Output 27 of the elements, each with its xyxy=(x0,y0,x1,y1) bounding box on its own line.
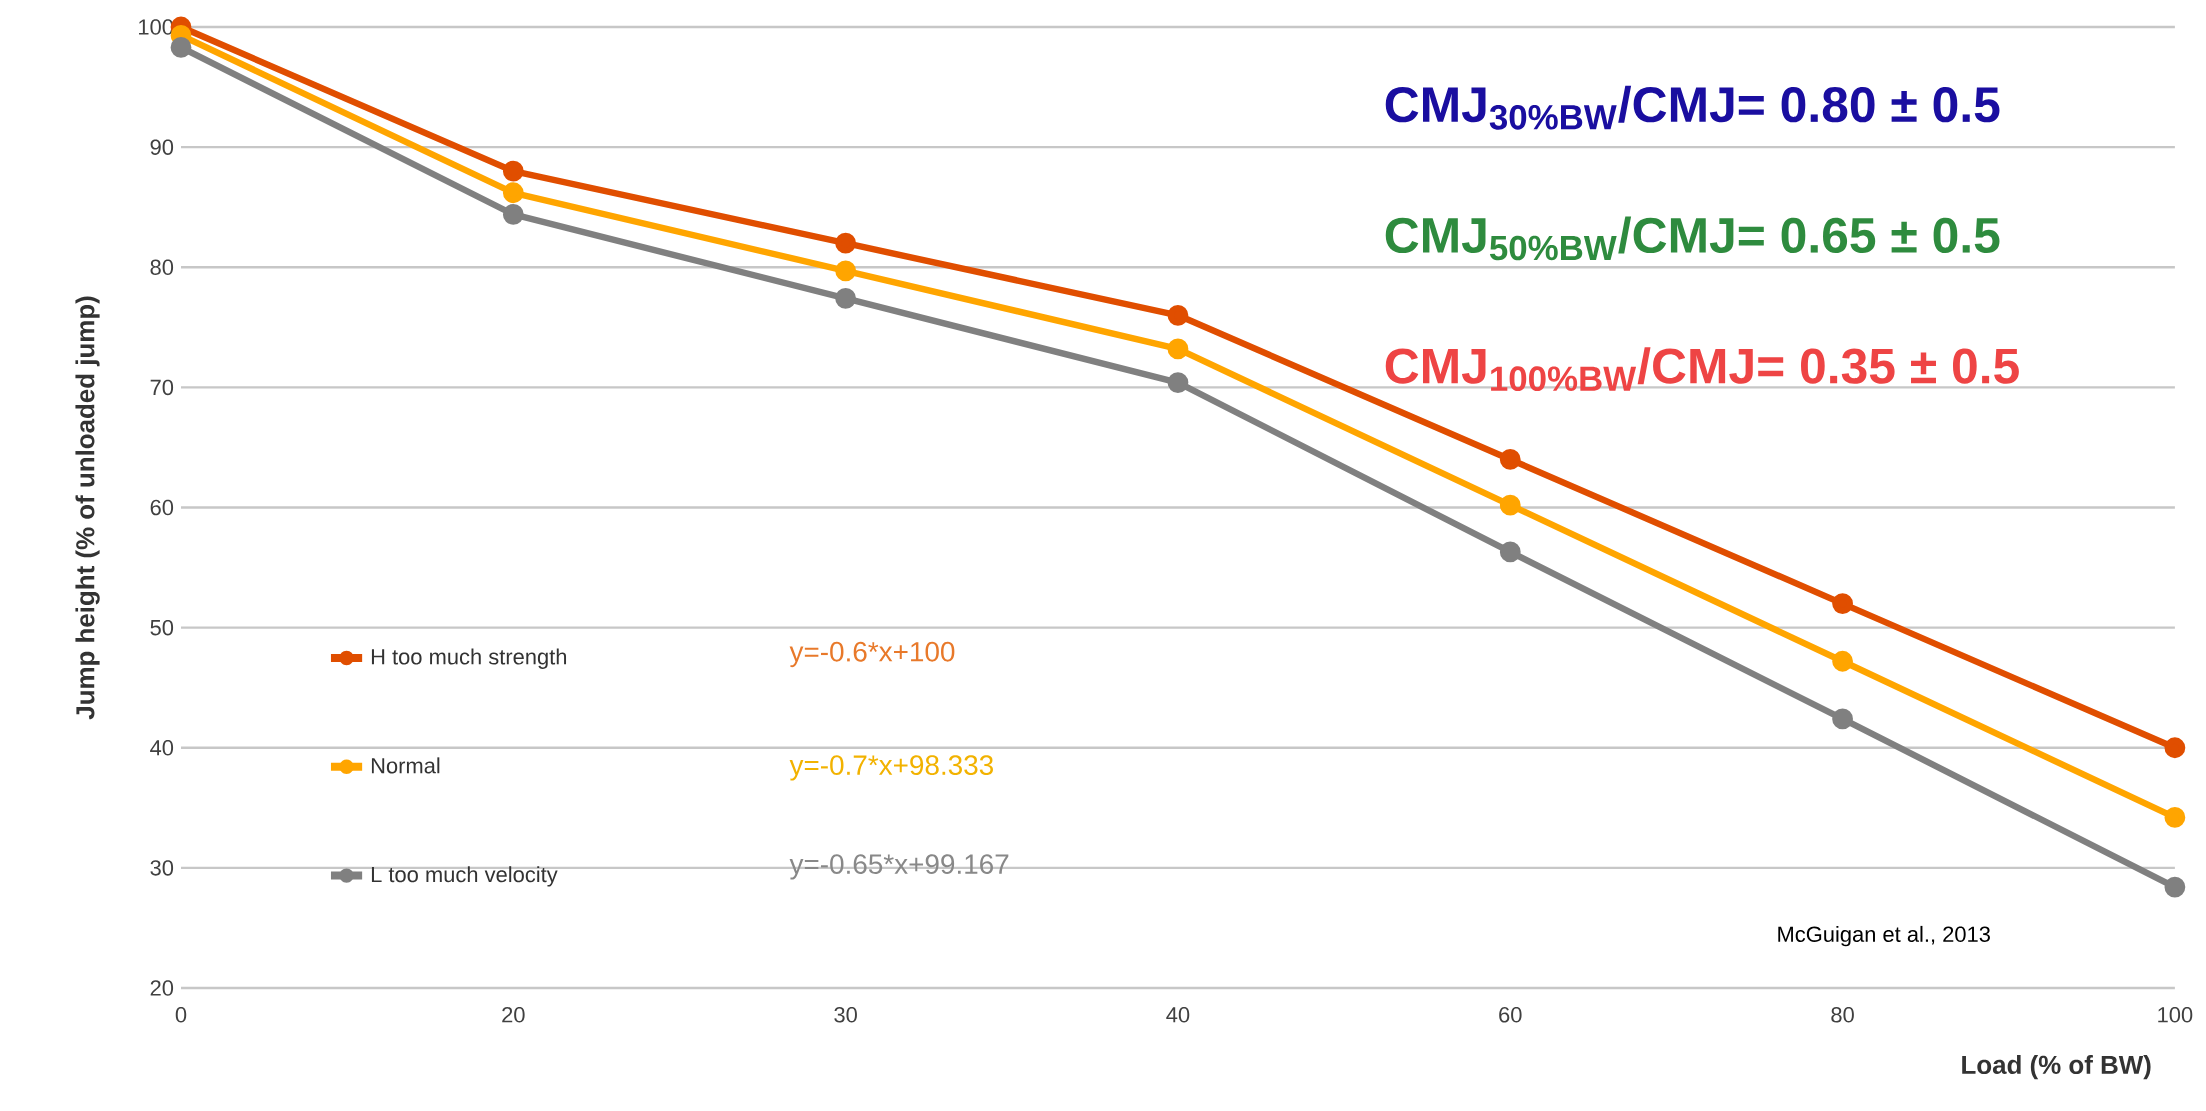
y-tick-label: 80 xyxy=(150,259,174,275)
x-tick-label: 100 xyxy=(2158,1007,2193,1023)
annotation: McGuigan et al., 2013 xyxy=(1778,925,1990,947)
y-tick-label: 50 xyxy=(150,619,174,636)
annotation: y=-0.65*x+99.167 xyxy=(789,854,1009,880)
y-tick-label: 40 xyxy=(150,740,174,756)
y-tick-label: 30 xyxy=(150,860,174,876)
annotation: CMJ$_{50%BW}$/CMJ= 0.65 ± 0.5 xyxy=(1385,216,2000,261)
y-tick-label: 90 xyxy=(150,139,174,155)
x-tick-label: 60 xyxy=(1499,1007,1522,1023)
legend-label: H too much strength xyxy=(371,648,567,669)
x-tick-label: 80 xyxy=(1831,1007,1854,1023)
x-tick-label: 40 xyxy=(1166,1007,1190,1023)
x-axis-title: Load (% of BW) xyxy=(1962,1055,2151,1080)
legend-label: L too much velocity xyxy=(371,866,558,887)
x-tick-label: 30 xyxy=(834,1007,857,1023)
annotation: y=-0.6*x+100 xyxy=(789,641,955,668)
y-axis-title: Jump height (% of unloaded jump) xyxy=(75,296,100,720)
y-tick-label: 20 xyxy=(150,980,174,996)
legend-label: Normal xyxy=(371,757,440,774)
y-tick-label: 60 xyxy=(150,499,174,516)
annotation: CMJ$_{30%BW}$/CMJ= 0.80 ± 0.5 xyxy=(1385,85,2000,130)
annotation: y=-0.7*x+98.333 xyxy=(789,755,993,781)
x-tick-label: 0 xyxy=(175,1007,187,1023)
x-tick-label: 20 xyxy=(502,1007,525,1023)
annotation: CMJ$_{100%BW}$/CMJ= 0.35 ± 0.5 xyxy=(1385,347,2019,392)
y-tick-label: 70 xyxy=(150,379,174,396)
